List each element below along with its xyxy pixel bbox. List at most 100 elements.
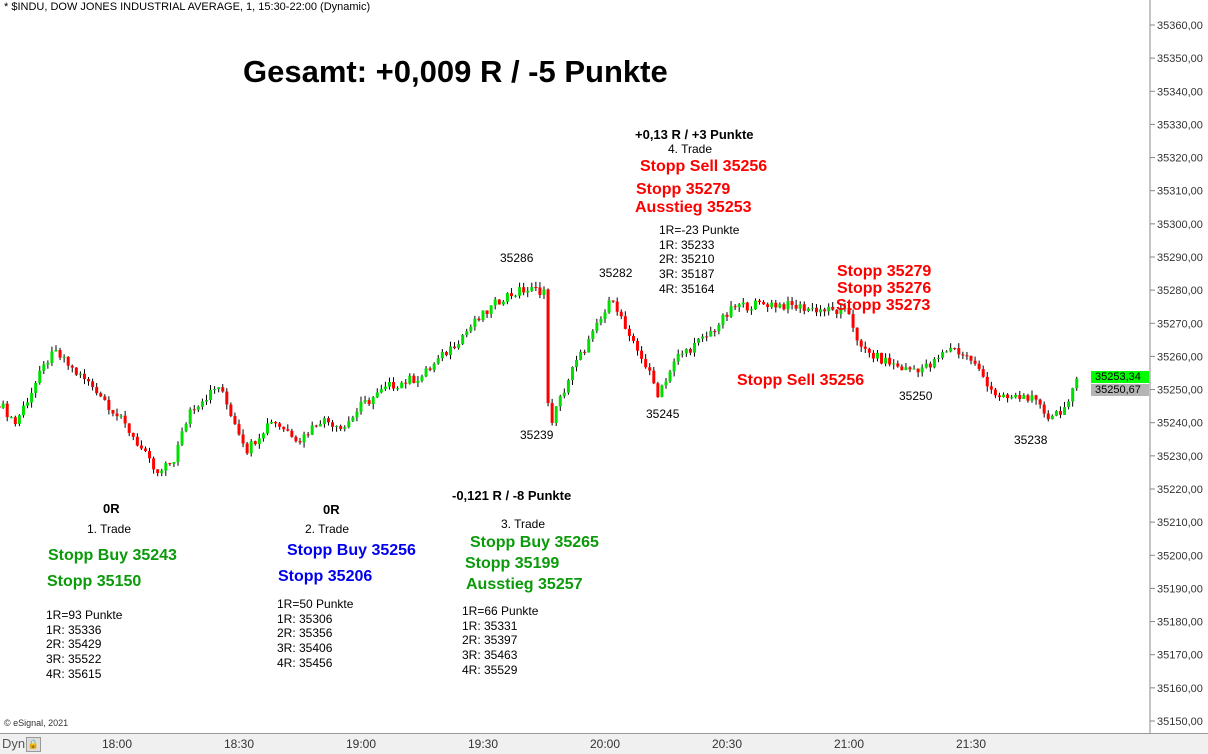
candle-body [875, 352, 879, 359]
candle-body [111, 410, 115, 414]
candle-body [684, 349, 688, 354]
price-tick-label: 35240,00 [1157, 418, 1203, 430]
level: 1R=-23 Punkte [659, 223, 740, 237]
candle-body [607, 300, 611, 313]
candle-body [103, 396, 107, 400]
candle-body [257, 438, 261, 445]
level: 4R: 35615 [46, 666, 102, 681]
candle-body [70, 365, 74, 368]
candle-body [957, 348, 961, 355]
candle-body [847, 308, 851, 315]
candle-body [91, 381, 95, 388]
candle-body [225, 391, 229, 405]
price-tick-label: 35310,00 [1157, 186, 1203, 198]
candle-body [302, 434, 306, 443]
lock-icon[interactable]: 🔒 [26, 737, 41, 752]
price-tick-label: 35290,00 [1157, 252, 1203, 264]
candle-body [595, 322, 599, 331]
candle-body [326, 418, 330, 423]
candle-body [1046, 413, 1050, 420]
candle-body [99, 393, 103, 397]
time-tick-label: 21:30 [956, 737, 987, 751]
candle-body [318, 423, 322, 427]
candle-body [270, 421, 274, 424]
candle-body [152, 458, 156, 470]
level: 3R: 35187 [659, 267, 715, 282]
candle-body [676, 353, 680, 362]
candle-body [997, 395, 1001, 398]
candle-body [949, 348, 953, 352]
candle-body [428, 368, 432, 370]
candle-body [701, 336, 705, 339]
candle-body [469, 326, 473, 332]
candle-body [465, 331, 469, 336]
candle-body [0, 406, 1, 408]
candle-body [261, 433, 265, 439]
price-tick-label: 35350,00 [1157, 53, 1203, 65]
candle-body [131, 432, 135, 437]
candle-body [717, 324, 721, 332]
candle-body [1067, 401, 1071, 408]
candle-body [558, 396, 562, 407]
candle-body [1, 403, 5, 408]
candle-body [160, 470, 164, 474]
candle-body [1018, 394, 1022, 399]
candle-body [339, 426, 343, 429]
trade1-entry: Stopp Buy 35243 [48, 547, 177, 564]
candle-body [737, 304, 741, 308]
candle-body [554, 406, 558, 423]
price-tick-label: 35330,00 [1157, 119, 1203, 131]
candle-body [509, 293, 513, 297]
candle-body [209, 389, 213, 401]
candle-body [888, 357, 892, 365]
price-tick-label: 35320,00 [1157, 153, 1203, 165]
candle-body [457, 344, 461, 349]
candle-body [383, 386, 387, 390]
sell-annotation: Stopp Sell 35256 [737, 372, 865, 389]
trade1-name: 1. Trade [87, 522, 132, 536]
candle-body [355, 411, 359, 418]
trade4-entry: Stopp Sell 35256 [640, 158, 768, 175]
candle-body [119, 415, 123, 417]
candle-body [127, 423, 131, 433]
candle-body [733, 306, 737, 308]
candle-body [631, 335, 635, 341]
candle-body [900, 366, 904, 371]
candle-body [636, 340, 640, 351]
candle-body [58, 349, 62, 358]
stop-annotation-3: Stopp 35273 [836, 297, 931, 314]
level: 2R: 35397 [462, 633, 518, 648]
candle-body [62, 356, 66, 358]
dyn-label[interactable]: Dyn [2, 736, 26, 751]
candle-body [526, 290, 530, 293]
candle-body [387, 382, 391, 387]
candle-body [896, 363, 900, 367]
candle-body [233, 415, 237, 425]
candle-body [936, 357, 940, 359]
price-tick-label: 35200,00 [1157, 550, 1203, 562]
level: 1R=50 Punkte [277, 597, 354, 611]
candle-body [493, 299, 497, 306]
price-tick-label: 35150,00 [1157, 716, 1203, 728]
candle-body [1042, 404, 1046, 414]
candle-body [204, 400, 208, 402]
candle-body [217, 387, 221, 390]
candle-body [21, 405, 25, 416]
candle-body [343, 427, 347, 429]
level: 3R: 35406 [277, 641, 333, 656]
stop-annotation-1: Stopp 35279 [837, 263, 932, 280]
candle-body [648, 367, 652, 371]
price-tick-label: 35160,00 [1157, 683, 1203, 695]
price-tick-label: 35210,00 [1157, 517, 1203, 529]
candle-body [570, 366, 574, 381]
candle-body [95, 387, 99, 394]
candlestick-chart: 35360,00 35350,00 35340,00 35330,00 35320,00… [0, 0, 1203, 735]
price-tick-label: 35360,00 [1157, 20, 1203, 32]
candle-body [265, 423, 269, 434]
price-label: 35250 [899, 389, 933, 403]
candle-body [1022, 395, 1026, 399]
candle-body [375, 392, 379, 398]
candle-body [66, 356, 70, 366]
candle-body [245, 443, 249, 454]
candle-body [392, 382, 396, 389]
